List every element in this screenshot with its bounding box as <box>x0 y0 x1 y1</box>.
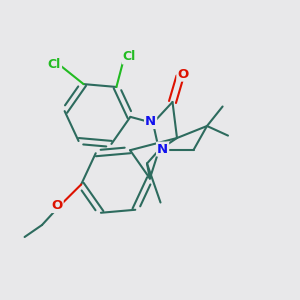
Text: O: O <box>51 199 63 212</box>
Text: Cl: Cl <box>48 58 61 71</box>
Text: Cl: Cl <box>123 50 136 64</box>
Text: N: N <box>157 142 168 156</box>
Text: O: O <box>177 68 189 81</box>
Text: N: N <box>145 115 156 128</box>
